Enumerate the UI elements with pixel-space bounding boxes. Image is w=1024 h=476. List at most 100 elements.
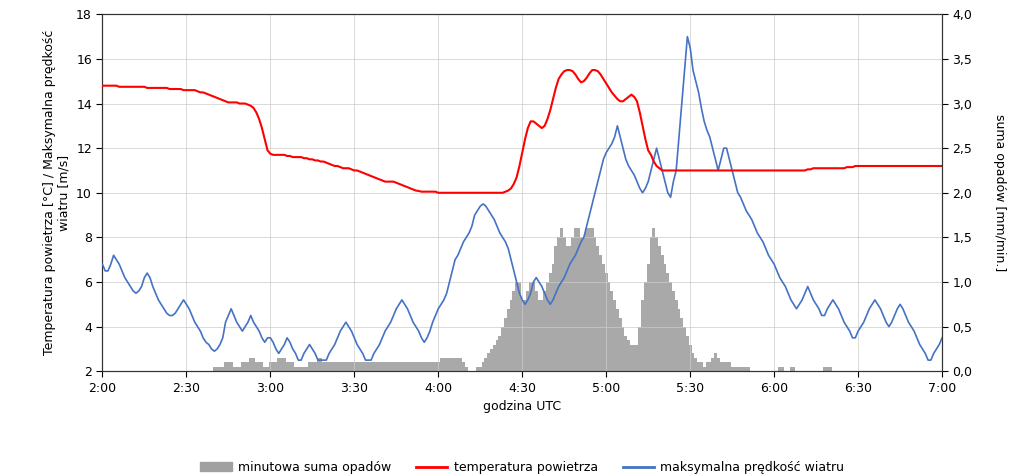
Bar [568,247,571,371]
Bar [714,353,717,371]
Bar [350,362,353,371]
Bar [529,282,532,371]
Bar [490,349,493,371]
Bar [409,362,412,371]
Bar [675,300,678,371]
Bar [313,362,316,371]
Bar [353,362,355,371]
Bar [291,362,294,371]
Bar [535,291,538,371]
Y-axis label: suma opadów [mm/min.]: suma opadów [mm/min.] [993,114,1007,271]
Bar [250,358,252,371]
Bar [594,238,596,371]
Y-axis label: Temperatura powietrza [°C] / Maksymalna prędkość
wiatru [m/s]: Temperatura powietrza [°C] / Maksymalna … [43,30,71,356]
Bar [496,340,499,371]
Bar [580,238,583,371]
Bar [476,367,479,371]
Bar [308,362,311,371]
Bar [325,362,328,371]
Bar [546,282,549,371]
Bar [586,228,588,371]
Bar [397,362,400,371]
Bar [334,362,336,371]
Bar [216,367,218,371]
Bar [294,367,297,371]
Bar [218,367,221,371]
Bar [300,367,302,371]
Bar [281,358,283,371]
Bar [560,228,563,371]
Bar [691,353,694,371]
Bar [577,228,580,371]
Bar [826,367,828,371]
Bar [389,362,392,371]
Bar [502,327,504,371]
Bar [412,362,415,371]
Bar [722,362,725,371]
Bar [384,362,386,371]
Bar [694,358,697,371]
Bar [733,367,736,371]
Bar [523,300,526,371]
Bar [239,367,241,371]
Bar [499,336,502,371]
Bar [258,362,260,371]
Bar [683,327,686,371]
Bar [459,358,462,371]
Bar [591,228,594,371]
Bar [344,362,347,371]
Bar [342,362,344,371]
Bar [510,300,512,371]
Bar [229,362,232,371]
Bar [323,362,325,371]
Bar [392,362,395,371]
Bar [706,362,709,371]
Bar [289,362,291,371]
Bar [709,362,712,371]
Bar [678,309,680,371]
Bar [647,264,649,371]
Bar [428,362,431,371]
Bar [423,362,426,371]
Bar [686,336,689,371]
Bar [445,358,449,371]
Bar [583,238,586,371]
Bar [748,367,751,371]
Bar [633,345,636,371]
Bar [613,300,616,371]
Bar [451,358,454,371]
Bar [361,362,365,371]
Bar [563,238,565,371]
Bar [407,362,409,371]
Bar [828,367,831,371]
Bar [418,362,420,371]
Bar [793,367,795,371]
Bar [365,362,367,371]
Bar [263,367,266,371]
Bar [664,264,667,371]
Bar [339,362,342,371]
Bar [274,362,278,371]
Bar [532,282,535,371]
Bar [244,362,247,371]
Bar [403,362,407,371]
Bar [260,362,263,371]
Bar [213,367,216,371]
Bar [778,367,781,371]
Bar [328,362,331,371]
Bar [728,362,731,371]
Bar [236,367,239,371]
Bar [554,247,557,371]
Bar [319,358,323,371]
Bar [386,362,389,371]
Bar [670,282,672,371]
Bar [347,362,350,371]
Bar [725,362,728,371]
Bar [375,362,378,371]
Bar [454,358,457,371]
Bar [484,358,487,371]
Bar [739,367,742,371]
Bar [565,247,568,371]
Bar [660,255,664,371]
Bar [622,327,625,371]
